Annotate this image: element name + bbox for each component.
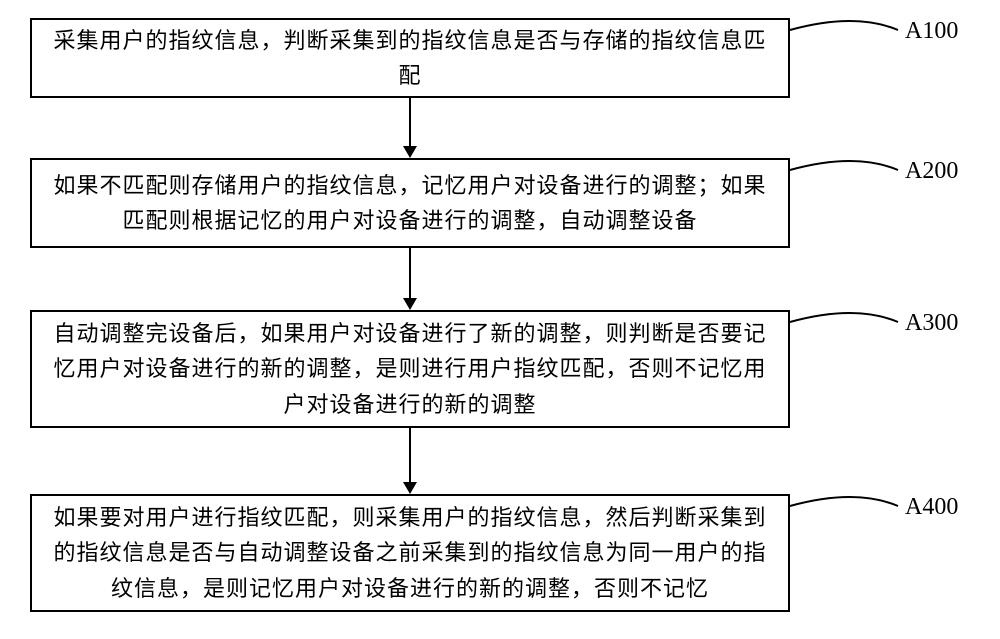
flow-step-label-A200: A200 — [905, 158, 958, 185]
connector-arrow-icon — [403, 482, 417, 494]
connector-arrow-icon — [403, 298, 417, 310]
flow-step-text: 采集用户的指纹信息，判断采集到的指纹信息是否与存储的指纹信息匹配 — [44, 23, 776, 93]
connector-line — [409, 428, 411, 483]
flow-step-A400: 如果要对用户进行指纹匹配，则采集用户的指纹信息，然后判断采集到的指纹信息是否与自… — [30, 494, 790, 612]
flow-step-text: 如果要对用户进行指纹匹配，则采集用户的指纹信息，然后判断采集到的指纹信息是否与自… — [44, 500, 776, 606]
connector-line — [409, 248, 411, 299]
leader-line — [788, 150, 900, 172]
flow-step-label-A100: A100 — [905, 18, 958, 45]
flow-step-label-A300: A300 — [905, 310, 958, 337]
flow-step-text: 自动调整完设备后，如果用户对设备进行了新的调整，则判断是否要记忆用户对设备进行的… — [44, 316, 776, 422]
connector-arrow-icon — [403, 146, 417, 158]
flow-step-A100: 采集用户的指纹信息，判断采集到的指纹信息是否与存储的指纹信息匹配 — [30, 18, 790, 98]
connector-line — [409, 98, 411, 147]
flow-step-label-A400: A400 — [905, 494, 958, 521]
flow-step-A300: 自动调整完设备后，如果用户对设备进行了新的调整，则判断是否要记忆用户对设备进行的… — [30, 310, 790, 428]
flow-step-text: 如果不匹配则存储用户的指纹信息，记忆用户对设备进行的调整；如果匹配则根据记忆的用… — [44, 168, 776, 238]
leader-line — [788, 302, 900, 324]
flow-step-A200: 如果不匹配则存储用户的指纹信息，记忆用户对设备进行的调整；如果匹配则根据记忆的用… — [30, 158, 790, 248]
flowchart-canvas: 采集用户的指纹信息，判断采集到的指纹信息是否与存储的指纹信息匹配 A100 如果不匹… — [0, 0, 1000, 639]
leader-line — [788, 10, 900, 32]
leader-line — [788, 486, 900, 508]
